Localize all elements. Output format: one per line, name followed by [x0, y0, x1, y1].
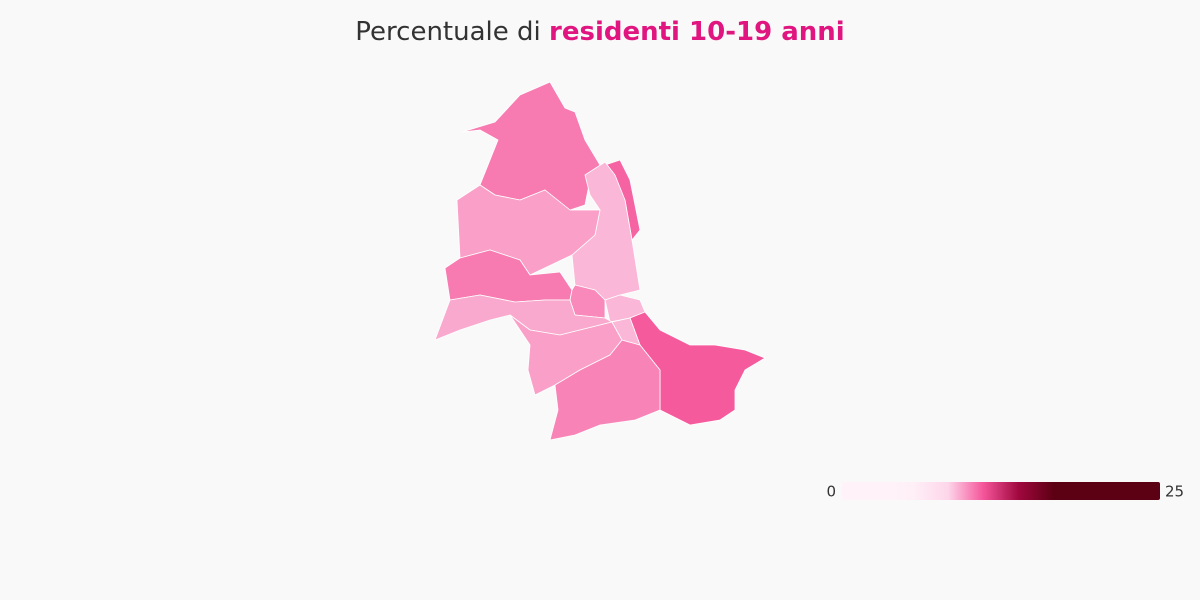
region[interactable] — [549, 339, 661, 441]
colorbar-min-label: 0 — [826, 483, 836, 501]
title-highlight: residenti 10-19 anni — [549, 17, 845, 47]
colorbar-max-label: 25 — [1165, 483, 1184, 501]
colorbar — [842, 482, 1160, 500]
title-prefix: Percentuale di — [355, 17, 549, 47]
regions — [434, 81, 766, 441]
region[interactable] — [611, 317, 641, 346]
title: Percentuale di residenti 10-19 anni — [355, 17, 844, 47]
